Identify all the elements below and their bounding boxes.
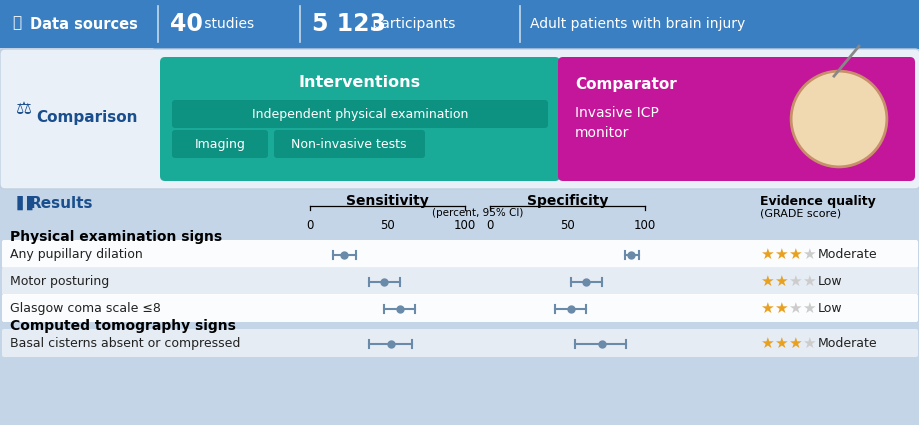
FancyBboxPatch shape (752, 57, 914, 181)
Text: Glasgow coma scale ≤8: Glasgow coma scale ≤8 (10, 302, 161, 315)
FancyBboxPatch shape (274, 130, 425, 158)
Text: 50: 50 (380, 218, 394, 232)
Text: ★: ★ (788, 274, 800, 289)
Text: 100: 100 (633, 218, 655, 232)
Text: 0: 0 (486, 218, 494, 232)
Text: 5 123: 5 123 (312, 12, 386, 36)
Text: Independent physical examination: Independent physical examination (252, 108, 468, 121)
Text: studies: studies (199, 17, 254, 31)
Text: Moderate: Moderate (817, 248, 877, 261)
Text: Specificity: Specificity (527, 194, 607, 208)
Text: ★: ★ (788, 247, 800, 262)
Text: Motor posturing: Motor posturing (10, 275, 109, 288)
Text: ★: ★ (801, 274, 815, 289)
FancyBboxPatch shape (160, 57, 560, 181)
Text: ★: ★ (759, 274, 773, 289)
Text: Basal cisterns absent or compressed: Basal cisterns absent or compressed (10, 337, 240, 350)
Text: ★: ★ (788, 301, 800, 316)
Text: participants: participants (368, 17, 455, 31)
Text: ★: ★ (759, 247, 773, 262)
Text: Evidence quality: Evidence quality (759, 195, 875, 207)
Text: Data sources: Data sources (30, 17, 138, 31)
Text: ★: ★ (773, 336, 787, 351)
Text: Interventions: Interventions (299, 74, 421, 90)
Text: Invasive ICP
monitor: Invasive ICP monitor (574, 106, 658, 140)
Text: Adult patients with brain injury: Adult patients with brain injury (529, 17, 744, 31)
Text: Any pupillary dilation: Any pupillary dilation (10, 248, 142, 261)
Text: ⚖: ⚖ (16, 100, 32, 118)
Text: ★: ★ (773, 274, 787, 289)
Text: Comparison: Comparison (36, 110, 137, 125)
Text: (percent, 95% CI): (percent, 95% CI) (431, 208, 523, 218)
FancyBboxPatch shape (172, 100, 548, 128)
FancyBboxPatch shape (2, 240, 917, 268)
FancyBboxPatch shape (2, 267, 917, 295)
FancyBboxPatch shape (152, 0, 919, 49)
FancyBboxPatch shape (2, 329, 917, 357)
FancyBboxPatch shape (0, 0, 919, 48)
Text: ★: ★ (759, 301, 773, 316)
Circle shape (790, 71, 886, 167)
Text: ★: ★ (773, 301, 787, 316)
Text: Physical examination signs: Physical examination signs (10, 230, 221, 244)
FancyBboxPatch shape (0, 49, 919, 189)
Text: 40: 40 (170, 12, 203, 36)
Text: Low: Low (817, 275, 842, 288)
Text: ★: ★ (801, 247, 815, 262)
Text: Computed tomography signs: Computed tomography signs (10, 319, 235, 333)
Text: Results: Results (30, 196, 94, 210)
Text: Imaging: Imaging (194, 138, 245, 150)
Text: ▐▐: ▐▐ (12, 196, 33, 210)
Text: ★: ★ (788, 336, 800, 351)
Text: Sensitivity: Sensitivity (346, 194, 428, 208)
Text: 📋: 📋 (12, 15, 21, 31)
Text: 100: 100 (453, 218, 476, 232)
Text: ★: ★ (801, 301, 815, 316)
Text: Moderate: Moderate (817, 337, 877, 350)
Text: ★: ★ (759, 336, 773, 351)
Text: Low: Low (817, 302, 842, 315)
Text: ★: ★ (773, 247, 787, 262)
Text: 50: 50 (560, 218, 574, 232)
Text: Non-invasive tests: Non-invasive tests (291, 138, 406, 150)
Text: 0: 0 (306, 218, 313, 232)
Text: ★: ★ (801, 336, 815, 351)
Text: Comparator: Comparator (574, 76, 676, 91)
FancyBboxPatch shape (172, 130, 267, 158)
FancyBboxPatch shape (2, 294, 917, 322)
FancyBboxPatch shape (558, 57, 767, 181)
Text: (GRADE score): (GRADE score) (759, 208, 840, 218)
